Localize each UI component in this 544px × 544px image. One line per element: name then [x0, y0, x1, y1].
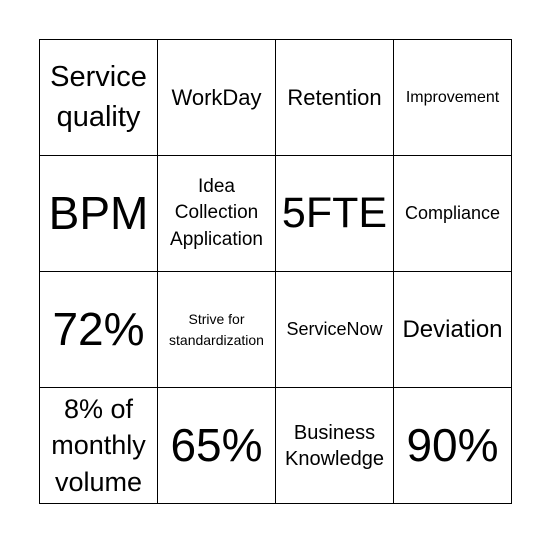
cell: Idea Collection Application: [157, 155, 276, 272]
cell: 5FTE: [275, 155, 394, 272]
board-row: 72% Strive for standardization ServiceNo…: [39, 271, 512, 388]
cell: Deviation: [393, 271, 512, 388]
cell: 8% of monthly volume: [39, 387, 158, 504]
bingo-board: Service quality WorkDay Retention Improv…: [39, 39, 512, 504]
cell: 90%: [393, 387, 512, 504]
cell: Business Knowledge: [275, 387, 394, 504]
cell: Improvement: [393, 39, 512, 156]
cell: 72%: [39, 271, 158, 388]
cell: Strive for standardization: [157, 271, 276, 388]
cell: Retention: [275, 39, 394, 156]
cell: BPM: [39, 155, 158, 272]
cell: WorkDay: [157, 39, 276, 156]
cell: ServiceNow: [275, 271, 394, 388]
board-row: 8% of monthly volume 65% Business Knowle…: [39, 387, 512, 504]
board-row: Service quality WorkDay Retention Improv…: [39, 39, 512, 156]
cell: 65%: [157, 387, 276, 504]
board-row: BPM Idea Collection Application 5FTE Com…: [39, 155, 512, 272]
cell: Compliance: [393, 155, 512, 272]
cell: Service quality: [39, 39, 158, 156]
